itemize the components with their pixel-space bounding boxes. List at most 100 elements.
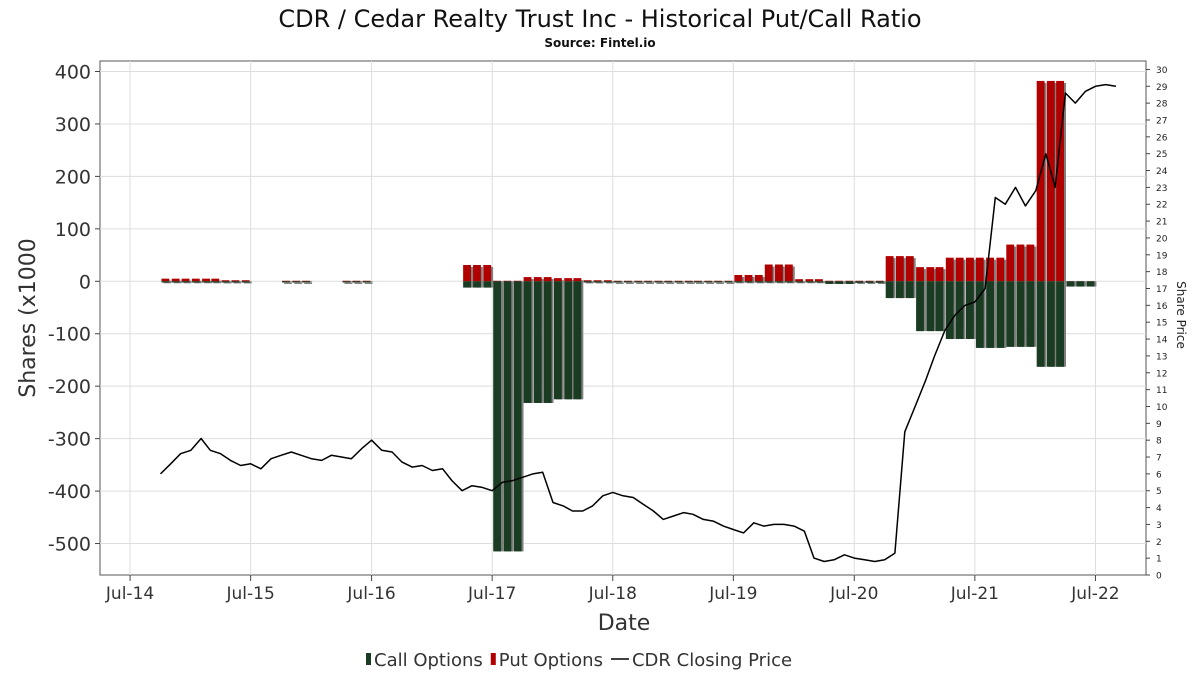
call-bar: [342, 281, 351, 283]
call-bar: [241, 281, 250, 283]
put-bar-shadow: [626, 282, 634, 284]
call-bar: [784, 281, 793, 283]
call-bar: [684, 281, 693, 283]
call-bar: [775, 281, 783, 283]
put-bar: [1026, 244, 1035, 282]
call-bar: [221, 281, 230, 283]
put-bar-shadow: [605, 282, 614, 284]
put-bar-shadow: [696, 282, 704, 284]
call-bar: [292, 281, 301, 283]
y-tick-label: 100: [55, 219, 91, 241]
call-bar: [634, 281, 643, 283]
put-bar: [795, 279, 804, 282]
y2-tick-label: 21: [1156, 218, 1167, 228]
put-bar: [1006, 244, 1015, 282]
y2-tick-label: 13: [1156, 352, 1167, 362]
y2-tick-label: 10: [1156, 403, 1168, 413]
call-bar: [493, 281, 502, 552]
call-bar: [835, 281, 843, 284]
call-bar: [473, 281, 481, 288]
y2-tick-label: 25: [1156, 150, 1167, 160]
put-bar: [593, 280, 602, 282]
call-bar: [724, 281, 733, 283]
call-bar: [664, 281, 673, 283]
call-bar: [583, 281, 592, 283]
y2-tick-label: 6: [1156, 470, 1162, 480]
put-bar-shadow: [304, 282, 313, 284]
put-bar: [1036, 80, 1045, 282]
put-bar: [543, 277, 552, 282]
put-bar: [191, 278, 200, 282]
x-axis-label: Date: [598, 611, 651, 636]
call-bar: [805, 281, 814, 283]
y-tick-label: -200: [48, 376, 91, 398]
put-bar: [1016, 244, 1025, 282]
chart-subtitle: Source: Fintel.io: [544, 36, 655, 50]
y2-tick-label: 17: [1156, 285, 1167, 295]
put-bar: [473, 265, 481, 282]
call-bar: [503, 281, 512, 552]
put-bar-shadow: [243, 282, 252, 284]
call-bar: [1026, 281, 1035, 347]
put-bar: [945, 257, 954, 282]
x-tick-label: Jul-21: [950, 584, 999, 604]
put-bar: [603, 280, 612, 282]
put-bar-shadow: [364, 282, 373, 284]
y2-tick-label: 12: [1156, 369, 1167, 379]
call-bar: [1016, 281, 1025, 347]
call-bar: [362, 281, 371, 283]
call-bar: [916, 281, 924, 332]
put-bar: [533, 277, 542, 282]
call-bar: [463, 281, 471, 288]
call-bar: [714, 281, 723, 283]
y2-tick-label: 18: [1156, 268, 1168, 278]
y2-tick-label: 7: [1156, 454, 1162, 464]
y2-tick-label: 0: [1156, 572, 1162, 582]
put-bar: [553, 278, 562, 282]
put-bar-shadow: [656, 282, 665, 284]
x-tick-label: Jul-22: [1070, 584, 1119, 604]
put-bar: [171, 278, 180, 282]
call-bar: [1056, 281, 1065, 367]
call-bar: [613, 281, 622, 283]
put-bar-shadow: [615, 282, 624, 284]
put-bar: [895, 256, 904, 282]
put-bar: [463, 265, 471, 282]
put-bar-shadow: [726, 282, 735, 284]
put-bar: [926, 267, 935, 282]
put-bar-shadow: [223, 282, 232, 284]
put-bar-shadow: [294, 282, 303, 284]
put-bar: [905, 256, 914, 282]
call-bar: [986, 281, 994, 348]
call-bar: [845, 281, 854, 284]
put-bar: [583, 280, 592, 282]
put-bar-shadow: [716, 282, 725, 284]
x-axis: Jul-14 Jul-15 Jul-16 Jul-17 Jul-18 Jul-19 Jul-…: [105, 575, 1120, 604]
call-bar: [926, 281, 935, 332]
put-bar-shadow: [233, 282, 242, 284]
call-bar: [573, 281, 582, 400]
x-tick-label: Jul-14: [105, 584, 154, 604]
put-bar: [1046, 80, 1055, 282]
put-bar: [734, 274, 743, 282]
put-bar: [975, 257, 984, 282]
y2-tick-label: 11: [1156, 386, 1167, 396]
call-bar: [593, 281, 602, 283]
put-bar: [784, 264, 793, 282]
call-bar: [483, 281, 492, 288]
put-bar: [161, 278, 170, 282]
call-bar: [161, 281, 170, 283]
put-bar: [202, 278, 210, 282]
call-bar: [694, 281, 702, 283]
call-bar: [302, 281, 311, 283]
price-line: [159, 83, 1117, 563]
call-bar: [543, 281, 552, 403]
legend-swatch-call: [366, 653, 371, 665]
y2-tick-label: 2: [1156, 538, 1162, 548]
y2-tick-label: 5: [1156, 487, 1162, 497]
legend-label-price: CDR Closing Price: [632, 650, 792, 671]
put-bar-shadow: [354, 282, 363, 284]
call-bar: [181, 281, 190, 283]
y2-tick-label: 20: [1156, 234, 1168, 244]
put-bar: [935, 267, 944, 282]
